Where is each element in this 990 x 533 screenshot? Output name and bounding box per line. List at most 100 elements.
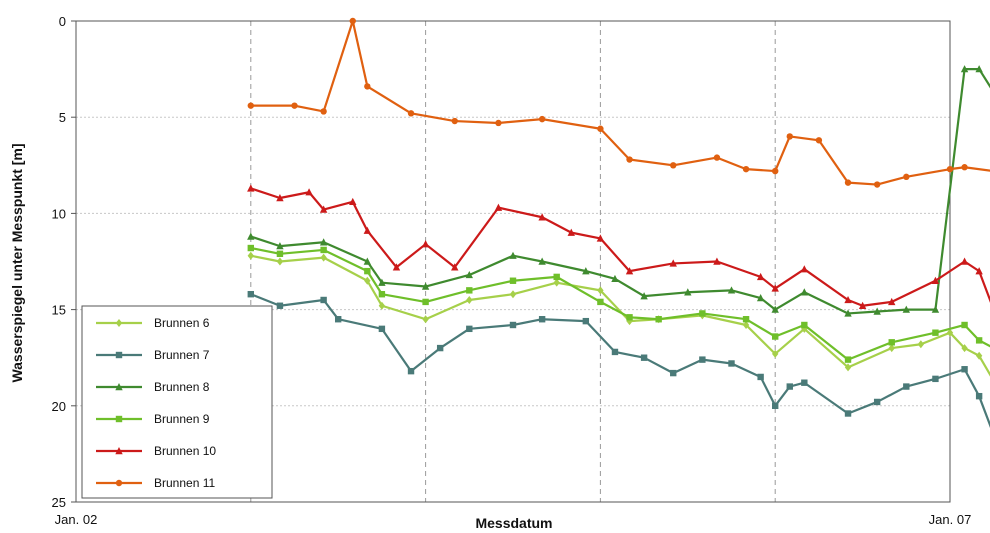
data-point [975, 267, 983, 275]
series-1 [247, 251, 990, 377]
data-point [538, 115, 546, 123]
data-point [946, 328, 954, 337]
data-point [961, 344, 968, 353]
data-point [407, 110, 415, 117]
data-point [567, 228, 575, 236]
legend-swatch-marker [115, 383, 123, 391]
y-tick-label: 25 [52, 495, 66, 510]
data-point [946, 165, 954, 173]
data-point [421, 282, 430, 290]
data-point [363, 226, 372, 234]
data-point [786, 133, 793, 140]
series-6 [247, 17, 990, 188]
data-point [378, 291, 386, 298]
data-point [858, 301, 867, 309]
data-point [626, 156, 633, 163]
data-point [319, 238, 328, 246]
data-point [276, 302, 284, 309]
y-tick-label: 20 [52, 399, 66, 414]
data-point [247, 291, 254, 298]
data-point [888, 297, 896, 306]
data-point [655, 316, 662, 323]
data-point [844, 410, 852, 417]
data-point [538, 257, 546, 265]
data-point [597, 298, 604, 306]
data-point [422, 298, 429, 306]
data-point [320, 296, 327, 304]
data-point [772, 402, 779, 409]
x-axis: Jan. 02 Jan. 07 [55, 512, 972, 527]
data-point [553, 273, 560, 281]
data-point [975, 392, 983, 400]
data-point [319, 205, 328, 213]
data-point [756, 272, 765, 281]
series-line [250, 254, 990, 377]
data-point [582, 267, 590, 275]
data-point [699, 310, 706, 317]
data-point [407, 367, 415, 375]
data-point [772, 349, 779, 358]
data-point [349, 197, 357, 206]
data-point [247, 244, 254, 252]
data-point [320, 108, 327, 115]
data-point [436, 344, 444, 352]
legend-swatch-marker [115, 479, 123, 487]
data-point [844, 179, 852, 186]
y-tick-label: 10 [52, 206, 66, 221]
data-point [961, 164, 968, 171]
data-point [844, 309, 852, 317]
data-point [276, 250, 284, 258]
data-point [756, 294, 765, 302]
data-point [538, 316, 546, 323]
data-point [844, 356, 852, 363]
data-point [932, 329, 939, 336]
data-point [422, 315, 429, 324]
data-point [364, 83, 371, 90]
legend-label: Brunnen 9 [154, 412, 210, 426]
data-point [451, 117, 458, 125]
legend-item: Brunnen 9 [96, 412, 210, 426]
legend-swatch-marker [115, 447, 123, 455]
data-point [320, 246, 327, 254]
data-point [494, 203, 503, 211]
data-point [611, 274, 619, 283]
data-point [626, 314, 633, 321]
x-axis-title: Messdatum [475, 515, 552, 531]
legend-label: Brunnen 7 [154, 348, 210, 362]
data-point [931, 276, 940, 284]
data-point [742, 165, 750, 173]
y-tick-label: 0 [59, 14, 66, 29]
data-point [772, 167, 779, 175]
data-point [465, 270, 473, 279]
data-point [772, 333, 779, 340]
data-point [553, 278, 560, 287]
data-point [669, 259, 677, 267]
data-point [713, 257, 721, 265]
data-point [378, 278, 386, 286]
data-point [509, 290, 517, 299]
data-point [699, 356, 706, 363]
data-point [670, 369, 677, 377]
data-point [873, 181, 881, 188]
data-point [670, 162, 677, 169]
data-point [801, 379, 808, 386]
data-point [902, 305, 910, 313]
data-point [815, 137, 823, 144]
series-line [250, 293, 990, 428]
data-point [786, 383, 793, 390]
data-point [727, 286, 736, 294]
series-group [247, 17, 990, 428]
data-point [451, 263, 459, 271]
data-point [801, 321, 808, 329]
data-point [247, 184, 255, 192]
data-point [247, 251, 254, 260]
data-point [800, 288, 809, 296]
data-point [538, 213, 546, 221]
data-point [961, 321, 968, 329]
legend-label: Brunnen 11 [154, 476, 215, 490]
data-point [349, 17, 356, 25]
data-point [276, 257, 284, 266]
legend-swatch-marker [115, 415, 123, 423]
series-line [250, 67, 990, 315]
